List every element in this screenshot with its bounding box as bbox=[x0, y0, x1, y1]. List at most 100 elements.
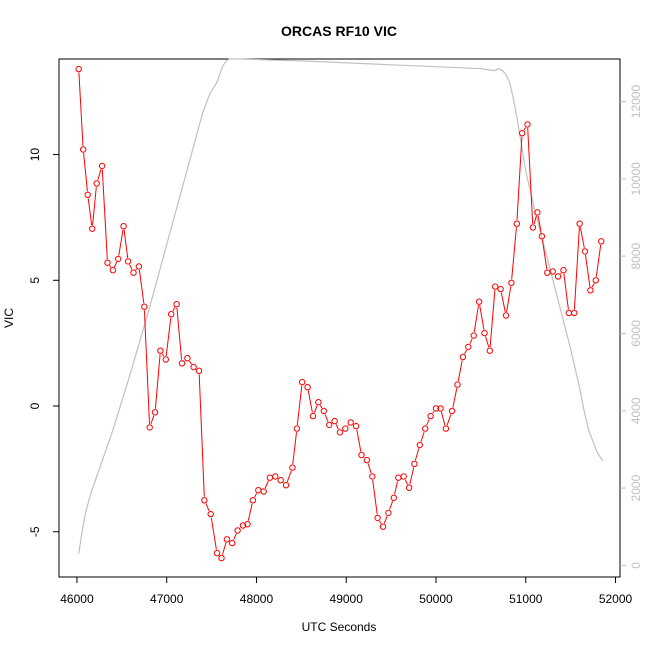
vic-point bbox=[395, 474, 402, 481]
vic-point bbox=[513, 220, 520, 227]
vic-point bbox=[374, 514, 381, 522]
vic-point bbox=[390, 494, 397, 501]
vic-segment bbox=[489, 290, 496, 348]
vic-point bbox=[342, 425, 349, 432]
vic-segment bbox=[506, 286, 512, 312]
vic-segment bbox=[87, 198, 93, 226]
vic-point bbox=[146, 424, 153, 431]
vic-point bbox=[529, 224, 537, 231]
vic-point bbox=[229, 539, 236, 547]
vic-point bbox=[549, 268, 556, 275]
vic-point bbox=[178, 360, 186, 367]
vic-segment bbox=[123, 229, 129, 258]
vic-point bbox=[234, 527, 241, 534]
vic-point bbox=[249, 497, 257, 504]
y-axis: -5 0 5 10 bbox=[28, 148, 59, 537]
vic-point bbox=[347, 419, 354, 426]
vic-segment bbox=[511, 227, 517, 280]
vic-point bbox=[115, 255, 122, 263]
vic-point bbox=[598, 238, 605, 245]
vic-point bbox=[84, 191, 91, 199]
vic-point bbox=[255, 487, 262, 494]
vic-segment bbox=[394, 481, 398, 495]
vic-point bbox=[124, 258, 132, 265]
vic-segment bbox=[383, 516, 388, 524]
vic-point bbox=[207, 510, 214, 518]
vic-point bbox=[218, 554, 225, 562]
vic-segment bbox=[92, 187, 97, 226]
vic-segment bbox=[452, 388, 458, 408]
vic-point bbox=[508, 279, 515, 286]
x-tick-label: 47000 bbox=[150, 592, 184, 606]
vic-point bbox=[168, 311, 175, 318]
vic-point bbox=[272, 473, 279, 480]
vic-segment bbox=[426, 419, 430, 426]
vic-point bbox=[331, 417, 338, 425]
vic-segment bbox=[500, 292, 506, 313]
vic-segment bbox=[485, 336, 490, 348]
vic-point bbox=[239, 522, 247, 529]
vic-segment bbox=[138, 269, 145, 304]
chart-title: ORCAS RF10 VIC bbox=[281, 23, 397, 39]
vic-point bbox=[379, 523, 387, 530]
vic-segment bbox=[172, 307, 176, 312]
vic-point bbox=[369, 473, 376, 480]
vic-point bbox=[320, 407, 327, 415]
vic-segment bbox=[591, 283, 595, 288]
vic-segment bbox=[233, 533, 237, 540]
y2-tick-label: 8000 bbox=[629, 242, 643, 269]
y-tick-label: 5 bbox=[28, 277, 42, 284]
vic-point bbox=[519, 130, 526, 137]
vic-point bbox=[560, 267, 567, 274]
vic-segment bbox=[560, 272, 562, 275]
y2-tick-label: 0 bbox=[629, 562, 643, 569]
y2-tick-label: 4000 bbox=[629, 397, 643, 424]
x-tick-label: 49000 bbox=[330, 592, 364, 606]
y-axis-right: 0 2000 4000 6000 8000 10000 12000 bbox=[620, 85, 643, 569]
vic-point bbox=[576, 220, 583, 227]
y-tick-label: 0 bbox=[28, 402, 42, 409]
vic-segment bbox=[432, 411, 435, 414]
vic-point bbox=[358, 451, 365, 459]
vic-segment bbox=[205, 503, 210, 512]
vic-point bbox=[411, 460, 418, 467]
vic-point bbox=[98, 162, 106, 170]
vic-point bbox=[475, 298, 483, 305]
vic-segment bbox=[347, 424, 349, 427]
y-tick-label: -5 bbox=[28, 526, 42, 537]
vic-segment bbox=[161, 353, 165, 357]
vic-point bbox=[405, 484, 413, 491]
vic-point bbox=[336, 429, 344, 436]
vic-segment bbox=[129, 264, 133, 270]
vic-segment bbox=[379, 520, 382, 524]
vic-segment bbox=[292, 432, 297, 465]
vic-segment bbox=[527, 127, 534, 224]
vic-segment bbox=[595, 244, 602, 277]
vic-segment bbox=[176, 307, 183, 360]
vic-segment bbox=[313, 405, 318, 413]
vic-point bbox=[437, 405, 444, 412]
vic-point bbox=[400, 473, 407, 480]
vic-point bbox=[260, 488, 267, 495]
vic-segment bbox=[78, 72, 84, 146]
x-tick-label: 46000 bbox=[60, 592, 94, 606]
vic-point bbox=[442, 425, 450, 432]
vic-segment bbox=[143, 310, 150, 424]
vic-point bbox=[497, 285, 504, 293]
vic-point bbox=[486, 347, 493, 354]
vic-point bbox=[432, 405, 440, 412]
vic-point bbox=[326, 421, 333, 429]
vic-segment bbox=[563, 273, 569, 310]
vic-point bbox=[524, 121, 531, 128]
vic-segment bbox=[585, 254, 591, 287]
vic-segment bbox=[516, 136, 523, 221]
y2-tick-label: 12000 bbox=[629, 85, 643, 119]
vic-point bbox=[293, 425, 301, 432]
vic-point bbox=[109, 267, 117, 274]
vic-segment bbox=[523, 127, 527, 131]
vic-point bbox=[363, 456, 371, 464]
y2-tick-label: 6000 bbox=[629, 320, 643, 347]
vic-point bbox=[592, 277, 599, 284]
vic-point bbox=[587, 287, 594, 294]
